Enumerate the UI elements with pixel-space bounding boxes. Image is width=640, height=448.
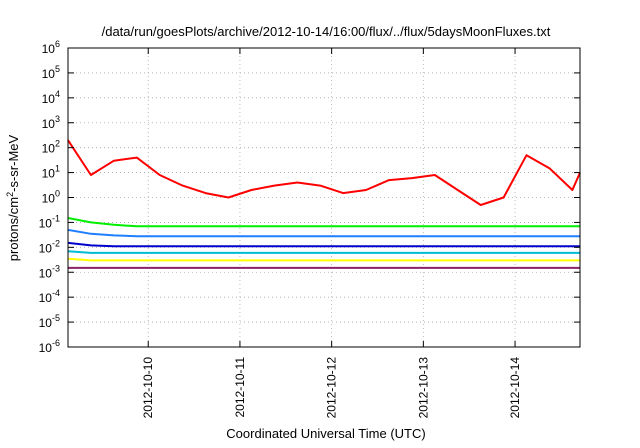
y-tick-base: 10 bbox=[42, 192, 56, 206]
series-line-5 bbox=[67, 250, 580, 254]
y-tick-label: 104 bbox=[42, 89, 60, 106]
series-line-1 bbox=[67, 139, 581, 206]
y-axis-label: protons/cm2-s-sr-MeV bbox=[5, 134, 21, 261]
y-tick-base: 10 bbox=[42, 67, 56, 81]
y-tick-base: 10 bbox=[42, 117, 56, 131]
y-tick-exp: -3 bbox=[52, 263, 60, 273]
y-tick-label: 105 bbox=[42, 64, 60, 81]
y-tick-base: 10 bbox=[42, 92, 56, 106]
y-tick-exp: 1 bbox=[55, 164, 60, 174]
x-tick-label: 2012-10-11 bbox=[233, 357, 247, 418]
y-tick-base: 10 bbox=[39, 266, 53, 280]
x-tick-label: 2012-10-13 bbox=[416, 357, 430, 419]
chart-title: /data/run/goesPlots/archive/2012-10-14/1… bbox=[102, 24, 551, 39]
y-tick-base: 10 bbox=[39, 216, 53, 230]
y-tick-exp: 6 bbox=[55, 39, 60, 49]
y-tick-exp: -1 bbox=[52, 213, 60, 223]
y-tick-exp: -4 bbox=[52, 288, 60, 298]
series-line-3 bbox=[67, 228, 580, 238]
x-tick-label: 2012-10-12 bbox=[325, 357, 339, 419]
y-axis: 10-610-510-410-310-210-11001011021031041… bbox=[39, 39, 580, 355]
y-tick-exp: 2 bbox=[55, 139, 60, 149]
y-tick-base: 10 bbox=[42, 42, 56, 56]
x-tick-label: 2012-10-14 bbox=[508, 357, 522, 419]
y-tick-label: 106 bbox=[42, 39, 60, 56]
y-tick-base: 10 bbox=[42, 167, 56, 181]
y-tick-label: 10-2 bbox=[39, 238, 60, 255]
y-tick-base: 10 bbox=[39, 241, 53, 255]
y-tick-exp: 0 bbox=[55, 189, 60, 199]
series-line-4 bbox=[67, 241, 580, 248]
y-tick-exp: 5 bbox=[55, 64, 60, 74]
y-tick-label: 103 bbox=[42, 114, 60, 131]
y-tick-label: 102 bbox=[42, 139, 60, 156]
y-tick-label: 10-4 bbox=[39, 288, 60, 305]
y-tick-exp: -5 bbox=[52, 313, 60, 323]
x-axis: 2012-10-10 2012-10-11 2012-10-12 2012-10-13… bbox=[141, 48, 522, 418]
x-axis-label: Coordinated Universal Time (UTC) bbox=[226, 426, 425, 441]
y-tick-label: 10-6 bbox=[39, 338, 60, 355]
y-tick-base: 10 bbox=[39, 341, 53, 355]
y-tick-label: 100 bbox=[42, 189, 60, 206]
y-tick-exp: 3 bbox=[55, 114, 60, 124]
y-axis-label-sup: 2 bbox=[5, 192, 15, 197]
y-axis-label-rest: -s-sr-MeV bbox=[6, 134, 21, 191]
y-tick-label: 101 bbox=[42, 164, 60, 181]
series-line-2 bbox=[67, 217, 580, 228]
y-tick-label: 10-5 bbox=[39, 313, 60, 330]
y-axis-label-base: protons/cm bbox=[6, 197, 21, 261]
series-group bbox=[67, 139, 581, 269]
y-tick-exp: 4 bbox=[55, 89, 60, 99]
grid-lines bbox=[68, 48, 580, 347]
y-tick-label: 10-3 bbox=[39, 263, 60, 280]
y-tick-exp: -6 bbox=[52, 338, 60, 348]
y-tick-exp: -2 bbox=[52, 238, 60, 248]
y-tick-label: 10-1 bbox=[39, 213, 60, 230]
y-tick-base: 10 bbox=[39, 291, 53, 305]
y-tick-base: 10 bbox=[39, 316, 53, 330]
series-line-6 bbox=[67, 257, 580, 262]
y-tick-base: 10 bbox=[42, 142, 56, 156]
x-tick-label: 2012-10-10 bbox=[141, 357, 155, 419]
